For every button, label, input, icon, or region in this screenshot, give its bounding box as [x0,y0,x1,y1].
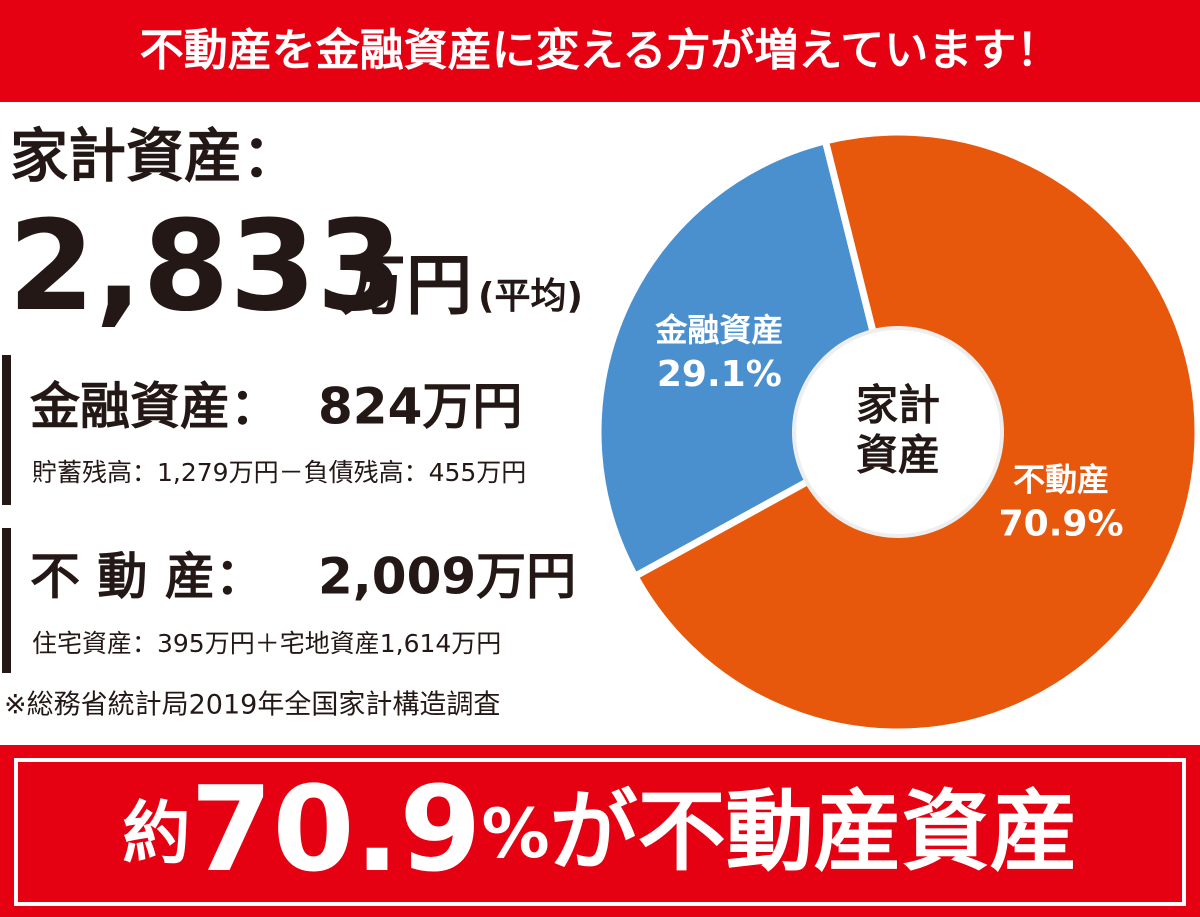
financial-amount: 824万円 [318,378,522,436]
footer-number: 70.9 [190,760,481,898]
real-estate-detail: 住宅資産：395万円＋宅地資産1,614万円 [32,629,501,658]
pie-center [792,326,1004,538]
slice-label: 不動産 [1013,460,1109,498]
section-bar [2,528,11,673]
slice-label: 金融資産 [654,311,783,349]
slice-value-label: 70.9% [999,503,1124,544]
slice-value-label: 29.1% [657,354,782,395]
household-amount: 2,833 [8,194,403,339]
footer-unit: % [482,795,550,874]
header-title: 不動産を金融資産に変える方が増えています！ [140,25,1060,76]
header-band [0,0,1200,102]
center-label: 家計 [856,381,940,430]
household-note: (平均) [478,276,583,317]
center-label: 資産 [856,431,940,480]
financial-detail: 貯蓄残高：1,279万円－負債残高：455万円 [32,458,526,487]
financial-label: 金融資産： [30,378,280,436]
footer-suffix: が不動産資産 [550,780,1078,883]
section-bar [2,355,11,505]
source-note: ※総務省統計局2019年全国家計構造調査 [4,690,500,721]
household-unit: 万円 [340,247,472,324]
household-label: 家計資産： [10,122,300,190]
real-estate-amount: 2,009万円 [318,548,576,606]
footer-text: 約70.9%が不動産資産 [122,760,1077,898]
footer-frame [14,758,1186,906]
footer-band [0,745,1200,917]
real-estate-label: 不 動 産： [30,548,265,606]
footer-prefix: 約 [122,795,190,874]
pie-chart: 金融資産 29.1% 不動産 70.9% 家計資産 [594,128,1200,736]
